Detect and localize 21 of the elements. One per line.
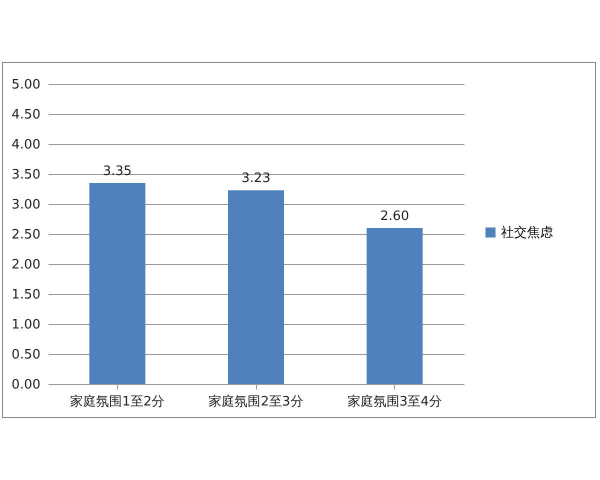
data-label: 2.60 (380, 209, 410, 224)
x-tick-label: 家庭氛围1至2分 (70, 394, 165, 410)
bar (228, 190, 284, 384)
y-tick-label: 2.00 (12, 258, 40, 272)
data-label: 3.35 (102, 164, 132, 179)
bar (366, 228, 423, 384)
data-label: 3.23 (242, 171, 270, 186)
y-tick-label: 1.00 (12, 318, 40, 332)
y-tick-label: 2.50 (12, 228, 40, 242)
y-tick-label: 4.00 (12, 138, 40, 152)
y-tick-label: 0.50 (12, 348, 40, 362)
y-tick-label: 3.50 (12, 168, 40, 182)
y-tick-label: 1.50 (12, 288, 40, 302)
bar (89, 183, 146, 384)
legend-label: 社交焦虑 (501, 224, 553, 240)
y-tick-label: 3.00 (12, 198, 40, 212)
x-tick-label: 家庭氛围2至3分 (208, 394, 304, 410)
x-tick-label: 家庭氛围3至4分 (347, 394, 442, 410)
y-tick-label: 5.00 (12, 78, 40, 92)
y-tick-label: 0.00 (12, 378, 40, 392)
y-tick-label: 4.50 (12, 108, 40, 122)
